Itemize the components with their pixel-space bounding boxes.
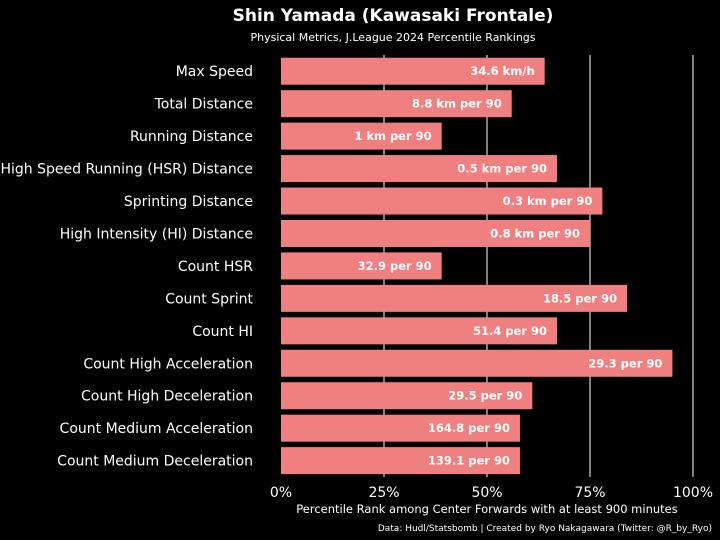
category-label: Count Medium Acceleration — [60, 421, 253, 437]
bar-value-label: 29.3 per 90 — [588, 356, 662, 370]
category-label: Sprinting Distance — [124, 194, 253, 210]
bars: 34.6 km/h 8.8 km per 90 1 km per 90 0.5 km … — [281, 57, 673, 475]
bar — [281, 447, 520, 475]
bar — [281, 317, 558, 345]
bar — [281, 155, 558, 183]
category-label: High Speed Running (HSR) Distance — [0, 162, 253, 178]
bar-value-label: 139.1 per 90 — [428, 454, 510, 468]
category-label: Count High Deceleration — [81, 389, 253, 405]
bar — [281, 382, 533, 410]
category-label: Total Distance — [154, 97, 253, 113]
category-label: High Intensity (HI) Distance — [60, 226, 253, 242]
bar — [281, 122, 442, 150]
bar-value-label: 8.8 km per 90 — [412, 97, 502, 111]
x-tick-label: 25% — [368, 485, 399, 501]
category-labels: Max Speed Total Distance Running Distance H… — [0, 64, 253, 469]
x-axis-label: Percentile Rank among Center Forwards wi… — [296, 502, 677, 516]
bar — [281, 90, 512, 118]
bar-value-label: 0.5 km per 90 — [457, 162, 547, 176]
x-tick-label: 0% — [270, 485, 292, 501]
category-label: Max Speed — [176, 64, 253, 80]
bar-value-label: 18.5 per 90 — [543, 291, 617, 305]
bar — [281, 414, 520, 442]
bar-value-label: 164.8 per 90 — [428, 421, 510, 435]
chart-subtitle: Physical Metrics, J.League 2024 Percenti… — [250, 31, 535, 44]
chart-title: Shin Yamada (Kawasaki Frontale) — [233, 6, 554, 26]
category-label: Count HI — [192, 324, 253, 340]
bar-value-label: 34.6 km/h — [470, 64, 534, 78]
x-tick-label: 50% — [471, 485, 502, 501]
bar — [281, 187, 603, 215]
bar — [281, 349, 673, 377]
bar-value-label: 0.8 km per 90 — [490, 226, 580, 240]
bar-value-label: 1 km per 90 — [354, 129, 431, 143]
bar-value-label: 0.3 km per 90 — [503, 194, 593, 208]
x-tick-label: 100% — [673, 485, 713, 501]
bar-value-label: 32.9 per 90 — [358, 259, 432, 273]
bar — [281, 219, 590, 247]
bar — [281, 252, 442, 280]
category-label: Count Sprint — [165, 291, 253, 307]
bar-value-label: 51.4 per 90 — [473, 324, 547, 338]
bar — [281, 57, 545, 85]
category-label: Count HSR — [178, 259, 253, 275]
category-label: Count Medium Deceleration — [57, 454, 253, 470]
x-axis-ticks: 0% 25% 50% 75% 100% — [270, 485, 713, 501]
bar — [281, 284, 628, 312]
category-label: Running Distance — [130, 129, 253, 145]
x-tick-label: 75% — [574, 485, 605, 501]
chart-caption: Data: Hudl/Statsbomb | Created by Ryo Na… — [378, 524, 712, 534]
bar-value-label: 29.5 per 90 — [448, 389, 522, 403]
category-label: Count High Acceleration — [83, 356, 253, 372]
